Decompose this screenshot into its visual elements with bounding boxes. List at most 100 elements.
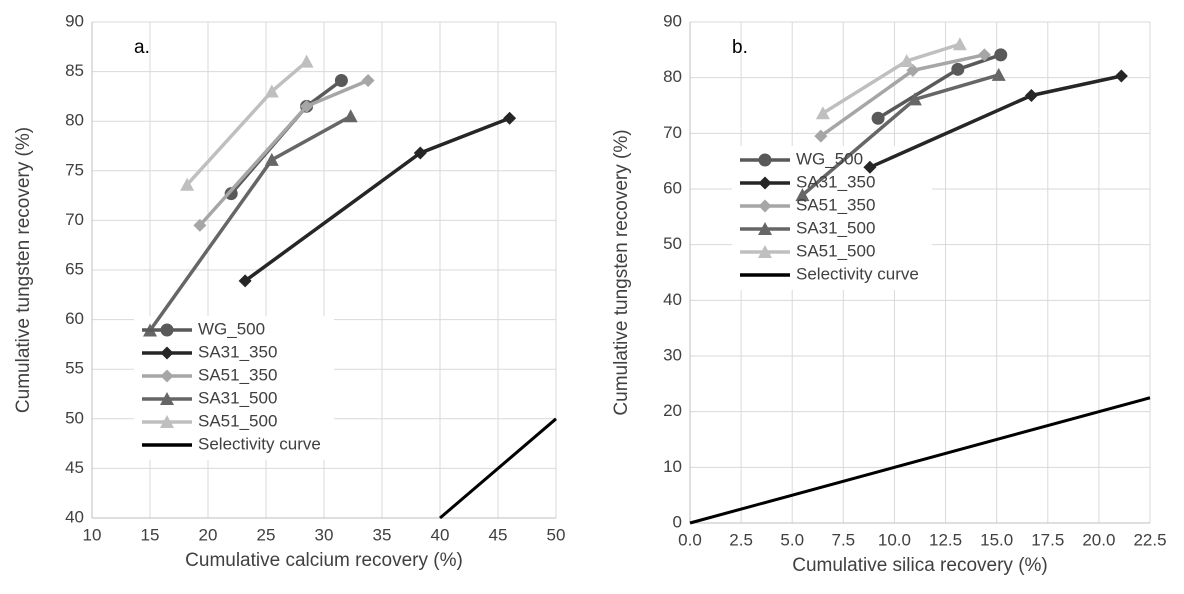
x-tick-label: 25 [257, 525, 276, 544]
y-tick-label: 75 [65, 160, 84, 179]
legend-marker [758, 199, 772, 213]
marker [300, 99, 314, 113]
x-tick-label: 12.5 [929, 530, 962, 549]
marker [952, 37, 967, 51]
y-tick-label: 60 [663, 178, 682, 197]
y-tick-label: 80 [663, 67, 682, 86]
y-tick-label: 10 [663, 457, 682, 476]
marker [994, 48, 1008, 62]
marker [991, 67, 1006, 81]
y-tick-label: 30 [663, 345, 682, 364]
legend-marker [758, 153, 772, 167]
y-tick-label: 80 [65, 111, 84, 130]
marker [180, 177, 195, 191]
marker [863, 160, 877, 174]
legend-label: Selectivity curve [796, 264, 919, 283]
marker [814, 129, 828, 143]
x-tick-label: 5.0 [780, 530, 804, 549]
x-tick-label: 20.0 [1082, 530, 1115, 549]
series-line [185, 60, 308, 186]
legend-marker [160, 392, 174, 405]
y-tick-label: 45 [65, 458, 84, 477]
marker [334, 74, 348, 88]
legend-label: SA51_500 [796, 241, 875, 260]
legend-marker [160, 415, 174, 428]
legend-marker [160, 369, 174, 383]
x-tick-label: 17.5 [1031, 530, 1064, 549]
legend-label: SA31_350 [198, 342, 277, 361]
y-tick-label: 60 [65, 309, 84, 328]
x-tick-label: 45 [489, 525, 508, 544]
marker [907, 92, 922, 106]
legend-marker [160, 323, 174, 337]
y-tick-label: 50 [663, 234, 682, 253]
y-tick-label: 50 [65, 408, 84, 427]
x-tick-label: 22.5 [1133, 530, 1166, 549]
y-tick-label: 0 [673, 512, 682, 531]
marker [264, 152, 279, 166]
y-axis-label: Cumulative tungsten recovery (%) [13, 127, 34, 413]
marker [238, 274, 252, 288]
x-axis-label: Cumulative calcium recovery (%) [185, 550, 463, 571]
marker [977, 48, 991, 62]
marker [1114, 69, 1128, 83]
y-tick-label: 40 [663, 290, 682, 309]
legend-label: SA51_350 [198, 365, 277, 384]
legend-label: SA51_500 [198, 411, 277, 430]
x-tick-label: 2.5 [729, 530, 753, 549]
marker [906, 63, 920, 77]
y-axis-label: Cumulative tungsten recovery (%) [611, 129, 632, 415]
marker [815, 106, 830, 120]
marker [795, 188, 810, 202]
legend-label: Selectivity curve [198, 434, 321, 453]
y-tick-label: 85 [65, 61, 84, 80]
marker [1024, 88, 1038, 102]
y-tick-label: 90 [663, 11, 682, 30]
x-tick-label: 20 [199, 525, 218, 544]
y-tick-label: 70 [663, 123, 682, 142]
x-tick-label: 10 [83, 525, 102, 544]
x-tick-label: 40 [431, 525, 450, 544]
marker [224, 187, 238, 201]
series-line [439, 417, 557, 520]
x-tick-label: 0.0 [678, 530, 702, 549]
marker [871, 111, 885, 125]
x-tick-label: 50 [547, 525, 566, 544]
marker [299, 54, 314, 68]
marker [361, 74, 375, 88]
legend-marker [160, 346, 174, 360]
y-tick-label: 40 [65, 507, 84, 526]
x-tick-label: 35 [373, 525, 392, 544]
y-tick-label: 20 [663, 401, 682, 420]
x-tick-label: 30 [315, 525, 334, 544]
legend-box [134, 316, 334, 460]
x-tick-label: 10.0 [878, 530, 911, 549]
legend-label: SA31_500 [796, 218, 875, 237]
marker [264, 84, 279, 98]
marker [503, 111, 517, 125]
legend-label: SA51_350 [796, 195, 875, 214]
y-tick-label: 65 [65, 259, 84, 278]
marker [193, 218, 207, 232]
legend-label: SA31_500 [198, 388, 277, 407]
y-tick-label: 90 [65, 11, 84, 30]
x-tick-label: 7.5 [832, 530, 856, 549]
marker [899, 53, 914, 67]
y-tick-label: 70 [65, 210, 84, 229]
x-axis-label: Cumulative silica recovery (%) [792, 555, 1048, 576]
x-tick-label: 15 [141, 525, 160, 544]
marker [343, 109, 358, 123]
y-tick-label: 55 [65, 359, 84, 378]
legend-marker [758, 222, 772, 235]
panel-label: b. [732, 37, 748, 58]
series-line [244, 116, 511, 283]
legend-label: WG_500 [198, 319, 265, 338]
series-line [148, 114, 352, 332]
marker [413, 146, 427, 160]
legend-label: SA31_350 [796, 172, 875, 191]
legend-bg [134, 316, 334, 460]
panel-label: a. [134, 37, 150, 58]
legend-label: WG_500 [796, 149, 863, 168]
